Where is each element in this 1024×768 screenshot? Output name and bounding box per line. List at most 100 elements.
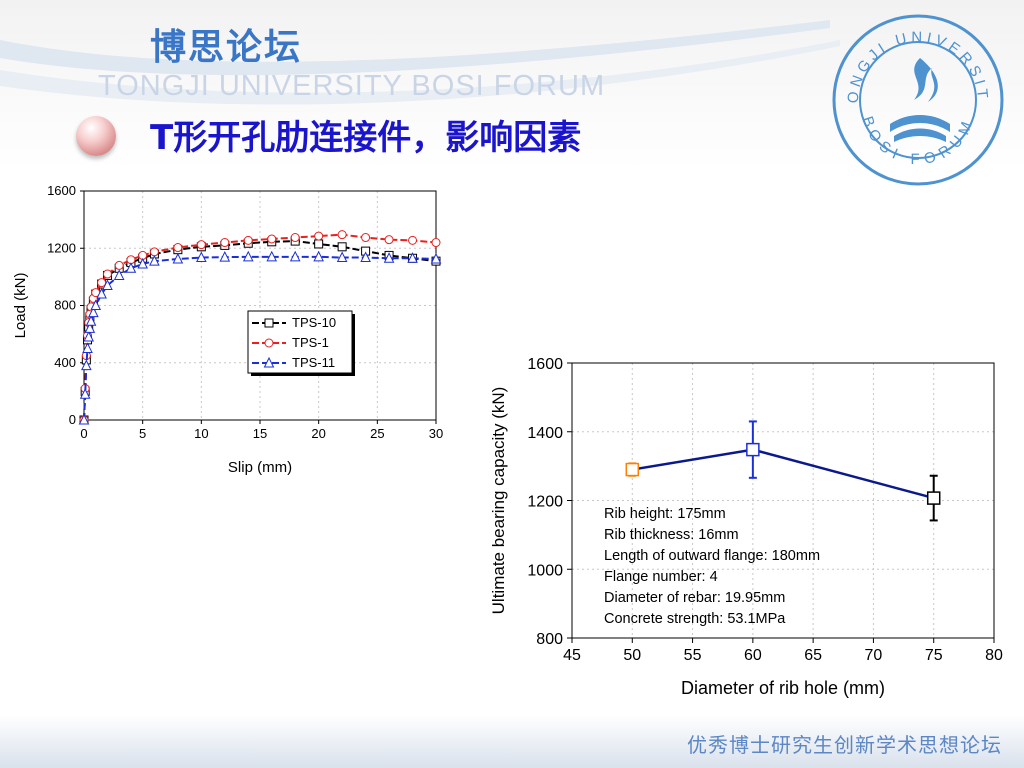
data-point [149, 255, 160, 266]
data-point [383, 252, 395, 263]
y-tick-label: 1200 [527, 494, 563, 511]
annotation-line: Rib thickness: 16mm [604, 527, 739, 543]
data-point [137, 257, 148, 269]
data-point [243, 235, 253, 245]
data-marker [625, 462, 640, 477]
data-point [290, 233, 300, 243]
data-point [408, 235, 418, 245]
data-point [220, 238, 230, 248]
data-point [242, 250, 254, 262]
data-point-with-error-bar [625, 462, 640, 477]
y-tick-label: 1600 [47, 183, 76, 198]
data-point [97, 278, 107, 288]
data-point [337, 230, 347, 240]
data-marker [746, 442, 760, 457]
x-tick-label: 50 [623, 647, 641, 664]
logo-text-top: TONGJI UNIVERSITY [828, 12, 991, 104]
data-point [83, 330, 95, 342]
x-tick-label: 25 [370, 426, 384, 441]
data-point [173, 243, 183, 253]
data-point [384, 235, 394, 245]
data-point [196, 240, 206, 250]
data-point [407, 252, 418, 263]
header-swoosh [0, 20, 840, 105]
x-tick-label: 80 [985, 647, 1003, 664]
x-tick-label: 30 [429, 426, 443, 441]
data-point [102, 269, 112, 279]
tongji-university-logo: TONGJI UNIVERSITY BOSI FORUM [828, 12, 1004, 186]
trend-line [632, 448, 935, 500]
legend-label: TPS-1 [292, 335, 329, 350]
series-tps-1 [79, 230, 441, 425]
data-point [336, 251, 348, 263]
data-point [90, 299, 102, 310]
data-point [88, 306, 99, 318]
data-point [85, 315, 97, 326]
y-axis-title: Ultimate bearing capacity (kN) [489, 387, 508, 615]
annotation-line: Rib height: 175mm [604, 506, 726, 522]
x-tick-label: 20 [311, 426, 325, 441]
y-tick-label: 1400 [527, 425, 563, 442]
data-point [84, 322, 96, 333]
annotation-line: Flange number: 4 [604, 569, 718, 585]
x-tick-label: 0 [80, 426, 87, 441]
y-tick-label: 1600 [527, 356, 563, 373]
data-point [113, 269, 125, 280]
x-tick-label: 10 [194, 426, 208, 441]
load-slip-chart: 0 5 10 15 20 25 30 0 400 800 1200 1600 Slip (mm) Load… [12, 183, 443, 476]
data-point [430, 252, 442, 264]
data-point [266, 250, 278, 262]
data-point-with-error-bar [926, 474, 941, 522]
y-axis-title: Load (kN) [12, 273, 29, 339]
forum-brand-chinese: 博思论坛 [150, 27, 303, 68]
legend: TPS-10 TPS-1 TPS-11 [247, 310, 355, 376]
x-tick-label: 15 [253, 426, 267, 441]
data-point [149, 247, 159, 257]
y-tick-label: 400 [54, 355, 76, 370]
x-tick-label: 55 [684, 647, 702, 664]
annotation-line: Diameter of rebar: 19.95mm [604, 590, 785, 606]
data-point [431, 238, 441, 248]
legend-label: TPS-10 [292, 315, 336, 330]
data-point [114, 260, 124, 270]
y-tick-label: 1200 [47, 240, 76, 255]
data-point [219, 251, 231, 262]
x-axis-title: Diameter of rib hole (mm) [681, 678, 885, 698]
legend-marker [263, 356, 275, 368]
x-tick-label: 70 [865, 647, 883, 664]
data-point [314, 239, 324, 249]
footer-band [0, 715, 1024, 768]
data-point [81, 359, 92, 371]
data-point [79, 388, 91, 399]
annotation-line: Length of outward flange: 180mm [604, 548, 820, 564]
annotation-line: Concrete strength: 53.1MPa [604, 611, 786, 627]
capacity-vs-hole-diameter-chart: 45 50 55 60 65 70 75 80 800 1000 1200 1400 1600 Diame… [489, 356, 1003, 698]
data-point [360, 251, 371, 263]
data-point [196, 251, 207, 263]
x-axis-title: Slip (mm) [228, 459, 292, 476]
x-tick-label: 65 [804, 647, 822, 664]
data-point [337, 242, 347, 252]
footer-text: 优秀博士研究生创新学术思想论坛 [687, 733, 1002, 757]
data-marker [926, 491, 941, 505]
y-tick-label: 800 [536, 631, 563, 648]
x-tick-label: 5 [139, 426, 146, 441]
forum-brand-english: TONGJI UNIVERSITY BOSI FORUM [98, 70, 606, 102]
data-point [82, 342, 93, 353]
data-point [314, 231, 324, 241]
data-point [125, 262, 137, 273]
x-tick-label: 75 [925, 647, 943, 664]
data-point [96, 287, 107, 299]
data-point [289, 250, 301, 262]
legend-marker [264, 318, 274, 328]
y-tick-label: 0 [69, 412, 76, 427]
legend-label: TPS-11 [292, 355, 335, 370]
data-point [102, 279, 113, 290]
x-tick-label: 45 [563, 647, 581, 664]
title-bullet-icon [76, 116, 116, 156]
data-point-with-error-bar [746, 420, 760, 479]
data-point [361, 233, 371, 243]
y-tick-label: 1000 [527, 562, 563, 579]
slide-title: T形开孔肋连接件，影响因素 [150, 118, 582, 158]
series-tps-11 [78, 250, 442, 425]
